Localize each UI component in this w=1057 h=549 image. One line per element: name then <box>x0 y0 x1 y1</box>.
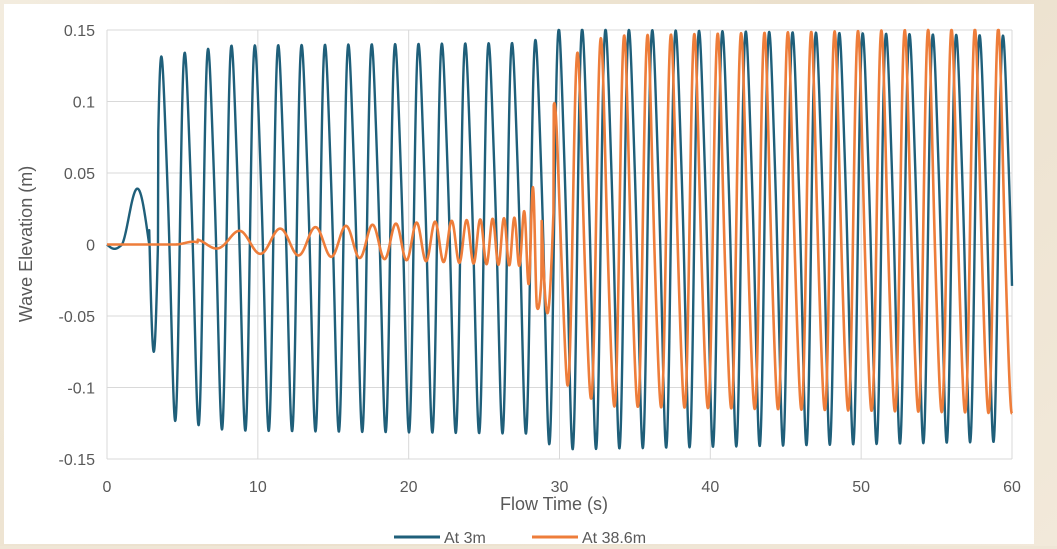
x-tick-label: 50 <box>852 479 870 496</box>
legend-label-at-3m: At 3m <box>444 530 486 544</box>
chart-svg: 0.150.10.050-0.05-0.1-0.150 10 20 30 40 50 60 … <box>16 23 1021 547</box>
y-tick-label: 0 <box>86 238 95 255</box>
x-tick-label: 40 <box>701 479 719 496</box>
x-tick-label: 20 <box>400 479 418 496</box>
series-line-at-38-6m <box>106 28 1014 415</box>
x-axis-title: Flow Time (s) <box>500 494 608 514</box>
chart-area: 0.15 0.1 0.05 0 -0.05 -0.1 -0.15 0 10 20 30 40 50 60 … <box>4 4 1034 547</box>
y-tick-label: 0.1 <box>73 95 95 112</box>
y-tick-label: 0.05 <box>64 166 95 183</box>
legend-label-at-38-6m: At 38.6m <box>582 530 646 544</box>
tick-labels: 0.15 0.1 0.05 0 -0.05 -0.1 -0.15 0 10 20 30 40 50 60 <box>59 23 1021 496</box>
series-line-at-3m <box>106 28 1014 451</box>
x-tick-label: 60 <box>1003 479 1021 496</box>
y-tick-label: -0.15 <box>59 452 96 469</box>
x-tick-label: 30 <box>551 479 569 496</box>
y-axis-title: Wave Elevation (m) <box>16 166 36 322</box>
y-tick-label: -0.05 <box>59 309 96 326</box>
legend: At 3m At 38.6m <box>394 530 646 547</box>
y-tick-label: 0.15 <box>64 23 95 40</box>
series-layer <box>106 28 1014 451</box>
x-tick-label: 10 <box>249 479 267 496</box>
x-tick-label: 0 <box>103 479 112 496</box>
y-tick-label: -0.1 <box>67 381 95 398</box>
